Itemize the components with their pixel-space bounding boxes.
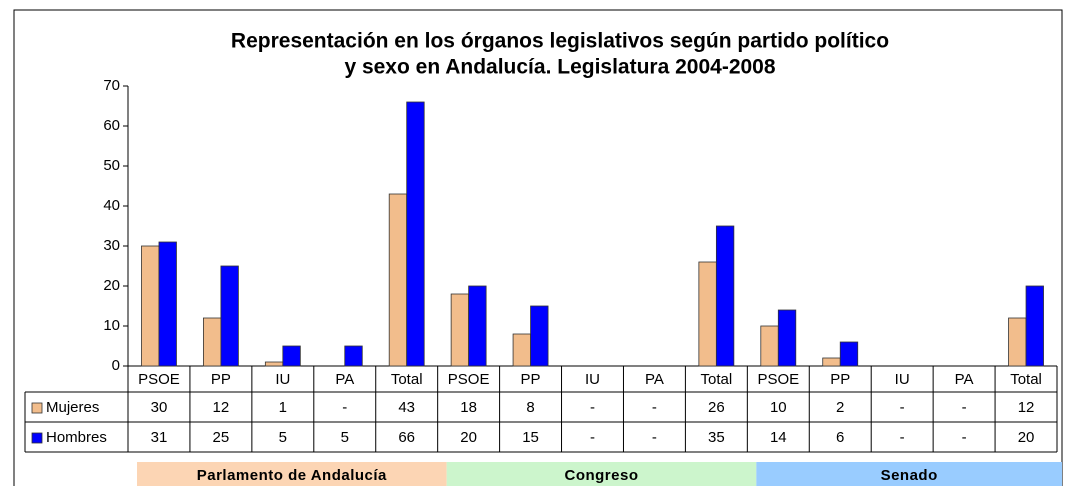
bar <box>282 345 301 367</box>
legend-label: Hombres <box>46 429 107 446</box>
chart-title: Representación en los órganos legislativ… <box>231 30 889 53</box>
table-cell: 43 <box>398 399 415 416</box>
x-tick-label: PA <box>645 371 664 388</box>
x-tick-label: PP <box>521 371 541 388</box>
bar <box>158 241 177 367</box>
table-cell: 25 <box>213 429 230 446</box>
table-cell: 14 <box>770 429 787 446</box>
group-label: Senado <box>881 467 938 484</box>
bar <box>530 305 549 367</box>
table-cell: 15 <box>522 429 539 446</box>
bar <box>202 317 222 367</box>
legend-label: Mujeres <box>46 399 99 416</box>
table-cell: 20 <box>1018 429 1035 446</box>
group-band <box>137 462 447 486</box>
table-cell: 35 <box>708 429 725 446</box>
bar <box>220 265 239 367</box>
table-cell: 8 <box>526 399 534 416</box>
bar <box>468 285 487 367</box>
table-cell: 66 <box>398 429 415 446</box>
table-cell: 20 <box>460 429 477 446</box>
x-tick-label: Total <box>701 371 733 388</box>
table-cell: - <box>590 399 595 416</box>
legend-key <box>31 402 43 414</box>
y-tick-label: 60 <box>103 117 120 134</box>
bar <box>715 225 735 367</box>
x-tick-label: PSOE <box>757 371 799 388</box>
x-tick-label: IU <box>895 371 910 388</box>
y-tick-label: 40 <box>103 197 120 214</box>
bar <box>1025 285 1044 367</box>
y-tick-label: 10 <box>103 317 120 334</box>
table-cell: - <box>652 429 657 446</box>
x-tick-label: PA <box>335 371 354 388</box>
table-cell: - <box>652 399 657 416</box>
x-tick-label: Total <box>1010 371 1042 388</box>
x-tick-label: Total <box>391 371 423 388</box>
table-cell: 2 <box>836 399 844 416</box>
bar <box>344 345 363 367</box>
x-tick-label: PP <box>830 371 850 388</box>
group-band <box>446 462 757 486</box>
table-cell: 1 <box>279 399 287 416</box>
x-tick-label: PP <box>211 371 231 388</box>
table-cell: 6 <box>836 429 844 446</box>
table-cell: 30 <box>151 399 168 416</box>
bar <box>777 309 797 367</box>
bar <box>388 193 408 367</box>
table-cell: 18 <box>460 399 477 416</box>
table-cell: 12 <box>1018 399 1035 416</box>
bar <box>822 357 841 367</box>
y-tick-label: 0 <box>112 357 120 374</box>
bar <box>264 361 284 367</box>
chart-frame <box>13 9 1063 486</box>
y-tick-label: 20 <box>103 277 120 294</box>
bar <box>406 101 425 367</box>
table-cell: 31 <box>151 429 168 446</box>
x-tick-label: PA <box>955 371 974 388</box>
bar <box>698 261 717 367</box>
bar <box>512 333 531 367</box>
x-tick-label: IU <box>275 371 290 388</box>
x-tick-label: PSOE <box>448 371 490 388</box>
table-cell: - <box>900 399 905 416</box>
table-cell: 5 <box>341 429 349 446</box>
table-cell: - <box>962 399 967 416</box>
table-cell: 5 <box>279 429 287 446</box>
x-tick-label: PSOE <box>138 371 180 388</box>
bar <box>450 293 470 367</box>
bar <box>141 245 160 367</box>
table-cell: - <box>962 429 967 446</box>
table-cell: 12 <box>213 399 230 416</box>
table-cell: - <box>342 399 347 416</box>
table-cell: - <box>900 429 905 446</box>
y-tick-label: 50 <box>103 157 120 174</box>
table-cell: 10 <box>770 399 787 416</box>
group-band <box>756 462 1062 486</box>
chart-title: y sexo en Andalucía. Legislatura 2004-20… <box>344 56 775 79</box>
y-tick-label: 30 <box>103 237 120 254</box>
legend-key <box>31 432 43 444</box>
table-cell: 26 <box>708 399 725 416</box>
table-cell: - <box>590 429 595 446</box>
bar <box>839 341 859 367</box>
group-label: Parlamento de Andalucía <box>197 467 387 484</box>
group-label: Congreso <box>564 467 638 484</box>
bar <box>760 325 779 367</box>
y-tick-label: 70 <box>103 77 120 94</box>
x-tick-label: IU <box>585 371 600 388</box>
bar <box>1008 317 1027 367</box>
